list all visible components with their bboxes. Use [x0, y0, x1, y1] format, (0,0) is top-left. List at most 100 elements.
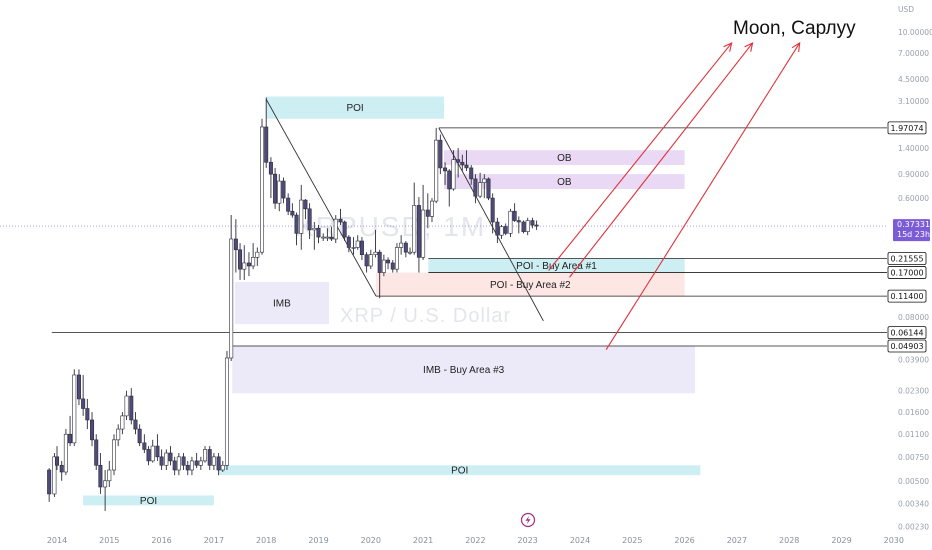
candle-body-93 — [451, 159, 456, 190]
red-arrow-0 — [548, 41, 733, 271]
red-arrow-shaft-0 — [548, 42, 733, 271]
candle-body-79 — [390, 262, 395, 270]
candle-body-60 — [307, 208, 312, 231]
zone-poi-8 — [83, 495, 214, 506]
level-tag-0 — [887, 121, 927, 135]
zone-imb-5 — [234, 281, 329, 325]
y-tick-5: 0.90000 — [898, 170, 929, 179]
candle-body-87 — [425, 209, 430, 217]
candle-body-70 — [351, 247, 356, 249]
candle-body-5 — [68, 433, 73, 444]
y-axis-unit: USD — [898, 5, 914, 14]
candle-body-21 — [137, 428, 142, 444]
candle-body-69 — [346, 236, 351, 248]
candle-body-75 — [373, 251, 378, 255]
candle-body-89 — [434, 139, 439, 202]
candle-body-34 — [194, 460, 199, 466]
candle-body-49 — [260, 126, 265, 253]
x-tick-2024: 2024 — [570, 536, 590, 545]
candle-body-40 — [220, 464, 225, 471]
zone-label-4: POI - Buy Area #2 — [490, 280, 571, 291]
candle-body-51 — [268, 161, 273, 175]
y-tick-10: 0.01600 — [898, 408, 929, 417]
y-tick-0: 10.00000 — [898, 28, 932, 37]
candle-body-15 — [112, 439, 117, 471]
candle-body-19 — [129, 395, 134, 421]
candle-body-42 — [229, 238, 234, 359]
candle-body-107 — [512, 210, 517, 221]
candle-body-68 — [342, 221, 347, 238]
level-label-4: 0.06144 — [890, 329, 923, 338]
candle-body-25 — [155, 445, 160, 458]
candle-body-94 — [456, 159, 461, 163]
x-tick-2029: 2029 — [831, 536, 851, 545]
candle-body-7 — [76, 374, 81, 400]
candle-body-67 — [338, 218, 343, 223]
x-tick-2018: 2018 — [256, 536, 276, 545]
zone-poi-0 — [266, 96, 445, 119]
candle-body-90 — [438, 139, 443, 169]
candle-body-98 — [473, 178, 478, 197]
x-tick-2023: 2023 — [518, 536, 538, 545]
candle-body-95 — [460, 161, 465, 166]
candle-body-24 — [150, 445, 155, 462]
x-tick-2017: 2017 — [204, 536, 224, 545]
candle-body-63 — [321, 236, 326, 239]
y-tick-3: 3.10000 — [898, 97, 929, 106]
lightning-icon[interactable] — [520, 512, 536, 528]
candle-body-50 — [264, 126, 269, 163]
candle-body-77 — [381, 259, 386, 273]
candle-body-100 — [482, 178, 487, 183]
level-label-1: 0.21555 — [890, 255, 923, 264]
y-tick-4: 1.40000 — [898, 144, 929, 153]
zone-label-2: OB — [557, 177, 572, 188]
current-price-tag: 0.37331 15d 23h — [893, 219, 930, 242]
candle-body-46 — [246, 262, 251, 267]
candle-body-74 — [368, 254, 373, 267]
x-tick-2020: 2020 — [361, 536, 381, 545]
candle-body-112 — [534, 224, 539, 227]
candle-body-8 — [81, 398, 86, 409]
x-tick-2015: 2015 — [99, 536, 119, 545]
candle-body-41 — [224, 357, 229, 466]
candle-body-106 — [508, 210, 513, 234]
candle-body-109 — [521, 221, 526, 232]
candle-body-108 — [516, 220, 521, 223]
x-tick-2021: 2021 — [413, 536, 433, 545]
candle-body-20 — [133, 419, 138, 430]
level-label-0: 1.97074 — [890, 124, 923, 133]
level-tag-5 — [887, 339, 927, 353]
candle-body-59 — [303, 199, 308, 210]
candle-body-84 — [412, 205, 417, 253]
candle-body-72 — [359, 240, 364, 255]
candle-body-39 — [216, 456, 221, 471]
candle-body-110 — [525, 220, 530, 232]
x-tick-2025: 2025 — [622, 536, 642, 545]
zone-label-1: OB — [557, 153, 572, 164]
candle-body-111 — [530, 220, 535, 226]
candle-body-17 — [120, 415, 125, 430]
candle-body-54 — [281, 180, 286, 199]
candle-body-57 — [294, 214, 299, 234]
candle-body-3 — [59, 464, 64, 473]
candle-body-37 — [207, 449, 212, 466]
y-tick-9: 0.02300 — [898, 387, 929, 396]
candle-body-88 — [429, 200, 434, 217]
candle-body-4 — [63, 433, 68, 473]
zone-ob-2 — [444, 174, 685, 189]
y-tick-12: 0.00750 — [898, 453, 929, 462]
x-tick-2026: 2026 — [674, 536, 694, 545]
candle-body-53 — [277, 180, 282, 204]
candle-body-66 — [333, 218, 338, 240]
candle-body-44 — [238, 249, 243, 270]
candle-body-22 — [142, 442, 147, 450]
zone-label-5: IMB — [273, 299, 291, 310]
y-tick-8: 0.03900 — [898, 355, 929, 364]
candle-body-23 — [146, 449, 151, 462]
x-tick-2022: 2022 — [465, 536, 485, 545]
candle-body-32 — [185, 464, 190, 471]
candle-body-28 — [168, 452, 173, 462]
candle-body-55 — [286, 197, 291, 212]
candle-body-73 — [364, 254, 369, 267]
